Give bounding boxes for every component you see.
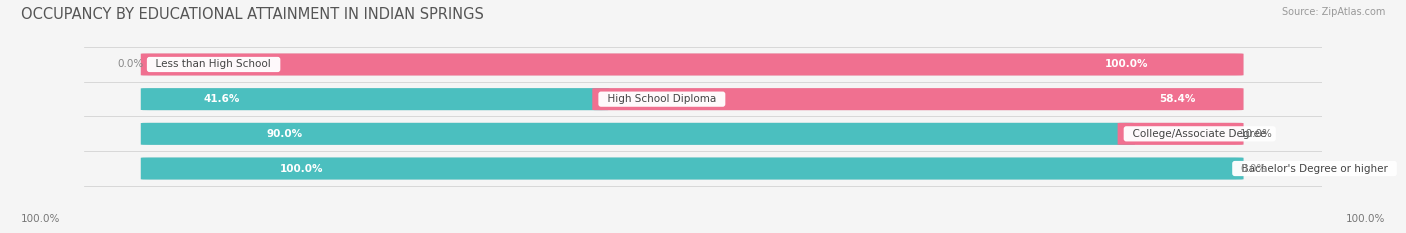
Text: Source: ZipAtlas.com: Source: ZipAtlas.com [1281, 7, 1385, 17]
FancyBboxPatch shape [141, 158, 1243, 180]
Text: 90.0%: 90.0% [267, 129, 302, 139]
FancyBboxPatch shape [141, 88, 1243, 110]
FancyBboxPatch shape [141, 123, 1243, 145]
Text: 10.0%: 10.0% [1240, 129, 1272, 139]
FancyBboxPatch shape [1118, 123, 1243, 145]
Text: 0.0%: 0.0% [118, 59, 143, 69]
Text: 41.6%: 41.6% [204, 94, 240, 104]
FancyBboxPatch shape [141, 123, 1135, 145]
Text: OCCUPANCY BY EDUCATIONAL ATTAINMENT IN INDIAN SPRINGS: OCCUPANCY BY EDUCATIONAL ATTAINMENT IN I… [21, 7, 484, 22]
Text: Bachelor's Degree or higher: Bachelor's Degree or higher [1234, 164, 1395, 174]
Text: College/Associate Degree: College/Associate Degree [1126, 129, 1274, 139]
FancyBboxPatch shape [141, 158, 1243, 180]
Text: 58.4%: 58.4% [1159, 94, 1195, 104]
Text: High School Diploma: High School Diploma [600, 94, 723, 104]
Text: 0.0%: 0.0% [1240, 164, 1267, 174]
Text: 100.0%: 100.0% [280, 164, 323, 174]
Text: 100.0%: 100.0% [1346, 214, 1385, 224]
FancyBboxPatch shape [141, 53, 1243, 75]
Text: 100.0%: 100.0% [1105, 59, 1149, 69]
FancyBboxPatch shape [141, 53, 1243, 75]
Text: 100.0%: 100.0% [21, 214, 60, 224]
FancyBboxPatch shape [592, 88, 1243, 110]
FancyBboxPatch shape [141, 88, 610, 110]
Text: Less than High School: Less than High School [149, 59, 278, 69]
